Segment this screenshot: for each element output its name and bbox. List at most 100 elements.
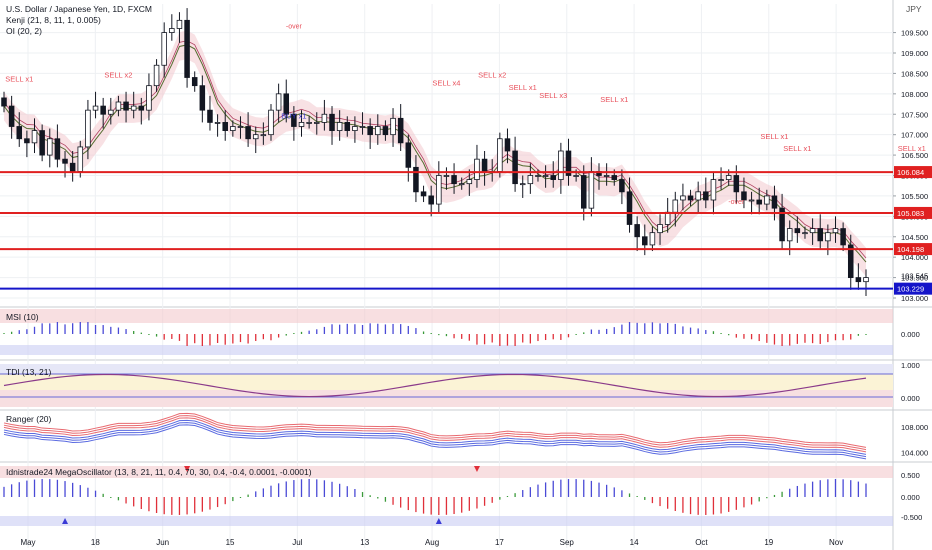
candle bbox=[741, 191, 747, 201]
osc-upper-band bbox=[0, 466, 893, 478]
candle bbox=[680, 195, 686, 201]
candle bbox=[580, 175, 587, 209]
ranger-band-line bbox=[3, 415, 867, 451]
x-tick-label: 19 bbox=[764, 538, 773, 547]
sell-signal-label: SELL x2 bbox=[478, 71, 506, 80]
candle bbox=[390, 117, 396, 136]
y-tick-label: 104.000 bbox=[901, 253, 928, 262]
sell-signal-label: SELL x1 bbox=[509, 83, 537, 92]
candle bbox=[512, 150, 518, 185]
currency-label: JPY bbox=[906, 4, 922, 14]
x-tick-label: 17 bbox=[495, 538, 504, 547]
ranger-band-line bbox=[3, 419, 867, 455]
osc-tick-label: 0.500 bbox=[901, 471, 920, 480]
candle bbox=[367, 126, 373, 136]
ranger-tick-label: 108.000 bbox=[901, 423, 928, 432]
candle bbox=[611, 175, 618, 180]
candle bbox=[176, 19, 183, 29]
x-tick-label: Aug bbox=[425, 538, 439, 547]
candle bbox=[344, 122, 351, 131]
msi-lower-band bbox=[0, 345, 893, 355]
x-tick-label: Oct bbox=[695, 538, 708, 547]
candle bbox=[321, 113, 328, 123]
trend-cloud bbox=[4, 30, 866, 277]
candle bbox=[375, 126, 381, 136]
candle bbox=[130, 105, 137, 111]
sell-signal-label: SELL x1 bbox=[5, 75, 33, 84]
candle bbox=[771, 195, 778, 209]
candle bbox=[519, 183, 526, 186]
candle bbox=[840, 228, 846, 246]
x-tick-label: 18 bbox=[91, 538, 100, 547]
candle bbox=[436, 175, 442, 205]
y-tick-label: 105.500 bbox=[901, 192, 928, 201]
candle bbox=[214, 122, 221, 124]
y-tick-label: 106.500 bbox=[901, 151, 928, 160]
x-tick-label: 13 bbox=[360, 538, 369, 547]
candle bbox=[313, 122, 320, 124]
candle bbox=[642, 236, 648, 246]
candle bbox=[336, 122, 343, 131]
sell-signal-label: SELL x3 bbox=[539, 91, 567, 100]
candle bbox=[474, 158, 480, 180]
current-price-badge bbox=[894, 282, 932, 295]
sell-signal-label: SELL x1 bbox=[898, 144, 926, 153]
ranger-band-line bbox=[3, 412, 867, 448]
candle bbox=[619, 179, 625, 193]
candle bbox=[458, 183, 465, 186]
candle bbox=[275, 93, 282, 111]
candle bbox=[710, 179, 717, 201]
candle bbox=[756, 199, 762, 205]
candle bbox=[268, 109, 274, 136]
candle bbox=[504, 138, 511, 152]
ranger-pane-title[interactable]: Ranger (20) bbox=[6, 414, 52, 424]
candle bbox=[443, 175, 450, 177]
x-tick-label: Sep bbox=[560, 538, 575, 547]
study-kenji-label[interactable]: Kenji (21, 8, 11, 1, 0.005) bbox=[6, 15, 101, 25]
candle bbox=[138, 105, 145, 111]
candle bbox=[603, 175, 610, 177]
candle bbox=[405, 142, 412, 168]
candle bbox=[550, 175, 557, 180]
candle bbox=[725, 175, 732, 180]
symbol-title[interactable]: U.S. Dollar / Japanese Yen, 1D, FXCM bbox=[6, 4, 152, 14]
candle bbox=[573, 175, 579, 177]
candle bbox=[527, 175, 534, 185]
candle bbox=[230, 126, 236, 131]
candle bbox=[397, 117, 404, 144]
study-oi-label[interactable]: OI (20, 2) bbox=[6, 26, 42, 36]
candle bbox=[825, 232, 831, 242]
candle bbox=[359, 126, 366, 128]
candle bbox=[565, 150, 572, 176]
candle bbox=[252, 134, 259, 140]
megaoscillator-pane-title[interactable]: Idnistrade24 MegaOscillator (13, 8, 21, … bbox=[6, 467, 312, 477]
candle bbox=[146, 85, 152, 111]
candle bbox=[649, 232, 656, 246]
tdi-pane-title[interactable]: TDI (13, 21) bbox=[6, 367, 52, 377]
candle bbox=[47, 138, 53, 156]
candle bbox=[31, 130, 38, 144]
msi-pane-title[interactable]: MSI (10) bbox=[6, 312, 39, 322]
x-tick-label: Jul bbox=[292, 538, 302, 547]
x-tick-label: Jun bbox=[156, 538, 169, 547]
ranger-band-line bbox=[3, 417, 867, 453]
candle bbox=[207, 109, 213, 123]
level-price-badge bbox=[894, 166, 932, 179]
candle bbox=[283, 93, 290, 115]
sell-signal-label: SELL x1 bbox=[600, 95, 628, 104]
osc-buy-arrow bbox=[435, 518, 442, 524]
ranger-band-line bbox=[3, 424, 867, 460]
tdi-tick-label: 1.000 bbox=[901, 361, 920, 370]
candle bbox=[764, 195, 770, 205]
y-tick-label: 108.500 bbox=[901, 69, 928, 78]
candle bbox=[298, 122, 305, 127]
osc-buy-arrow bbox=[62, 518, 69, 524]
candle bbox=[695, 191, 701, 201]
y-tick-label: 109.500 bbox=[901, 29, 928, 38]
candle bbox=[817, 228, 823, 242]
candle bbox=[718, 179, 724, 181]
sell-signal-label: SELL x2 bbox=[104, 71, 132, 80]
buy-signal-label: BUY x1 bbox=[281, 111, 306, 120]
msi-upper-band bbox=[0, 309, 893, 323]
